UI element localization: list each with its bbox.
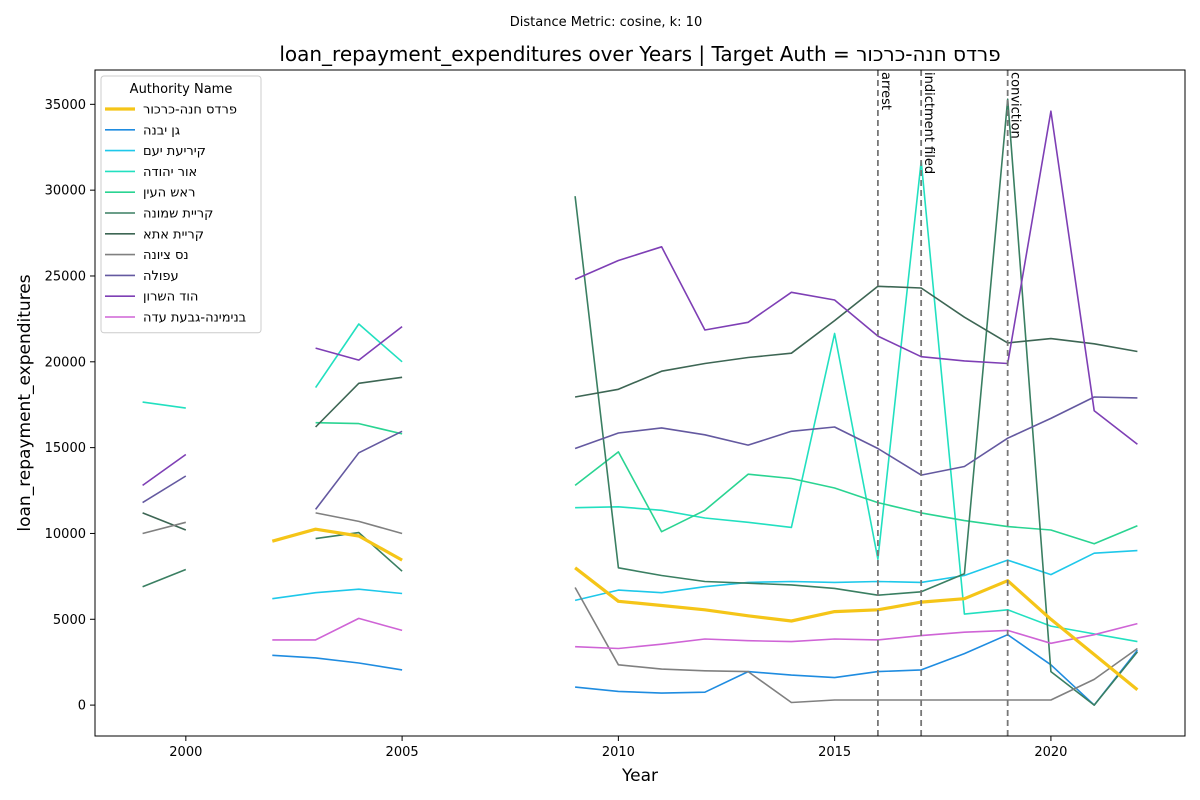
legend-item: בנימינה-גבעת עדה: [105, 311, 246, 326]
series-9: [142, 110, 1138, 487]
legend-label: גן יבנה: [143, 123, 180, 138]
event-label: indictment filed: [921, 72, 936, 174]
series-1: [272, 633, 1139, 706]
legend-item: קיריעת יעם: [105, 144, 206, 159]
series-line: [315, 531, 403, 572]
legend-item: פרדס חנה-כרכור: [105, 103, 237, 118]
series-line: [575, 160, 1138, 643]
y-axis-label: loan_repayment_expenditures: [15, 274, 35, 531]
series-line: [272, 588, 403, 600]
events-layer: arrest indictment filed conviction: [876, 70, 1023, 736]
series-line: [574, 451, 1138, 545]
y-tick-label: 0: [78, 699, 86, 714]
series-line: [271, 527, 403, 562]
chart-suptitle: Distance Metric: cosine, k: 10: [510, 15, 702, 30]
series-line: [574, 566, 1139, 691]
series-line: [142, 521, 187, 535]
x-tick-label: 2020: [1034, 745, 1067, 760]
series-10: [272, 617, 1138, 650]
x-tick-label: 2010: [602, 745, 635, 760]
legend-label: ראש העין: [143, 186, 195, 201]
legend-item: הוד השרון: [105, 290, 198, 305]
legend-label: נס ציונה: [143, 248, 189, 263]
series-4: [315, 421, 1138, 545]
y-tick-label: 35000: [45, 98, 86, 113]
series-line: [574, 285, 1138, 398]
x-tick-label: 2005: [386, 745, 419, 760]
series-line: [575, 633, 1139, 706]
series-line: [142, 401, 186, 409]
series-line: [314, 430, 403, 510]
legend-item: ראש העין: [105, 186, 195, 201]
series-8: [142, 396, 1138, 510]
series-3: [142, 160, 1138, 643]
legend-label: בנימינה-גבעת עדה: [143, 311, 246, 326]
series-line: [314, 323, 403, 389]
series-line: [574, 587, 1138, 704]
legend-label: אור יהודה: [143, 165, 197, 180]
x-tick-label: 2000: [169, 745, 202, 760]
chart-title: loan_repayment_expenditures over Years |…: [279, 42, 1000, 66]
legend-label: קריית שמונה: [143, 207, 213, 222]
event-label: conviction: [1008, 72, 1023, 139]
series-line: [574, 98, 1139, 706]
series-line: [574, 396, 1138, 476]
legend-item: אור יהודה: [105, 165, 197, 180]
legend-label: פרדס חנה-כרכור: [143, 103, 237, 118]
x-axis: 2000 2005 2010 2015 2020: [169, 736, 1067, 760]
y-tick-label: 20000: [45, 355, 86, 370]
legend-label: קיריעת יעם: [143, 144, 206, 159]
event-label: arrest: [878, 72, 893, 110]
y-tick-label: 10000: [45, 527, 86, 542]
series-6: [142, 285, 1138, 531]
series-line: [142, 568, 187, 588]
legend: Authority Name פרדס חנה-כרכור גן יבנה קיריע…: [100, 75, 262, 334]
y-tick-label: 5000: [53, 613, 86, 628]
legend-item: עפולה: [105, 269, 179, 284]
y-tick-label: 25000: [45, 269, 86, 284]
plot-border: [94, 69, 1186, 737]
legend-item: קריית אתא: [105, 227, 204, 242]
series-line: [315, 376, 403, 428]
legend-item: נס ציונה: [105, 248, 189, 263]
series-line: [315, 325, 403, 361]
series-line: [272, 617, 403, 641]
x-axis-label: Year: [621, 766, 658, 786]
series-0: [271, 527, 1139, 691]
legend-label: עפולה: [143, 269, 179, 284]
legend-frame: [100, 75, 262, 334]
legend-title: Authority Name: [130, 82, 233, 97]
series-line: [142, 475, 187, 504]
legend-item: קריית שמונה: [105, 207, 213, 222]
legend-label: הוד השרון: [143, 290, 198, 305]
legend-label: קריית אתא: [143, 227, 204, 242]
series-line: [315, 421, 403, 435]
series-line: [575, 622, 1138, 650]
series-line: [272, 654, 403, 671]
series-line: [574, 110, 1138, 445]
y-tick-label: 15000: [45, 441, 86, 456]
series-layer: [142, 98, 1139, 706]
y-axis: 0 5000 10000 15000 20000 25000 30000 35000: [45, 98, 95, 714]
series-5: [142, 98, 1139, 706]
y-tick-label: 30000: [45, 184, 86, 199]
series-7: [142, 512, 1138, 704]
plot-area: [95, 70, 1185, 736]
series-line: [315, 512, 403, 535]
x-tick-label: 2015: [818, 745, 851, 760]
legend-item: גן יבנה: [105, 123, 180, 138]
series-line: [142, 512, 187, 531]
series-line: [142, 453, 187, 487]
